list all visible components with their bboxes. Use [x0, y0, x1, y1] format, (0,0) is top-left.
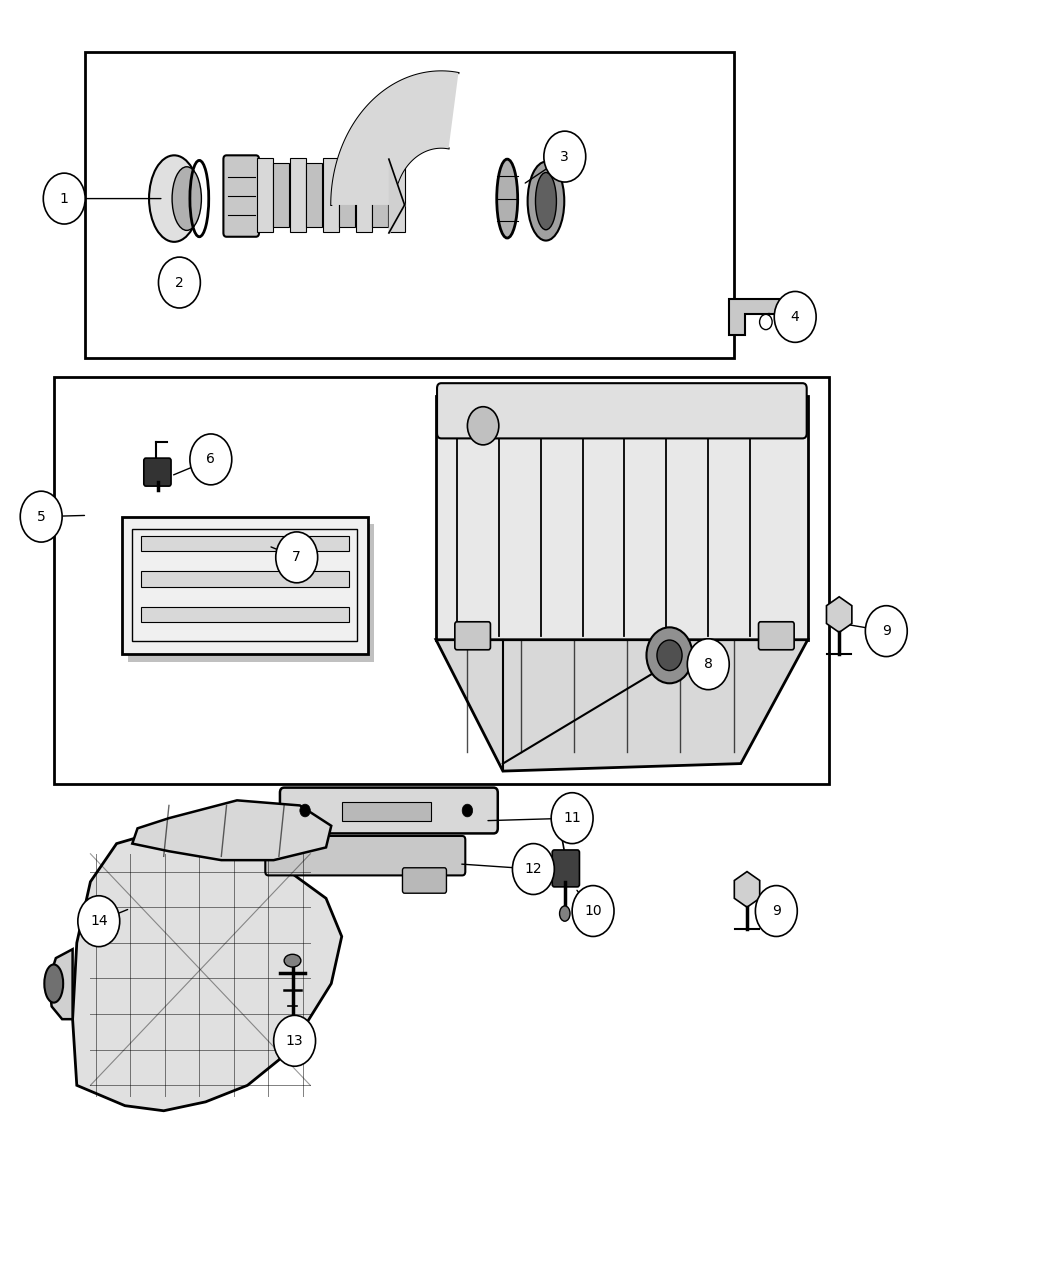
Ellipse shape	[560, 907, 570, 922]
Polygon shape	[729, 300, 781, 335]
Text: 9: 9	[882, 625, 890, 639]
Circle shape	[759, 315, 772, 330]
Circle shape	[865, 606, 907, 657]
Ellipse shape	[527, 162, 564, 241]
Text: 13: 13	[286, 1034, 303, 1048]
Text: 7: 7	[292, 551, 301, 565]
Text: 6: 6	[207, 453, 215, 467]
FancyBboxPatch shape	[266, 836, 465, 876]
Bar	[307, 163, 322, 227]
Bar	[85, 52, 734, 357]
Text: 10: 10	[584, 904, 602, 918]
Circle shape	[20, 491, 62, 542]
Circle shape	[512, 844, 554, 895]
Text: 9: 9	[772, 904, 781, 918]
Bar	[436, 395, 807, 640]
Polygon shape	[331, 71, 459, 205]
Bar	[290, 158, 306, 232]
Circle shape	[43, 173, 85, 224]
Ellipse shape	[497, 159, 518, 238]
Ellipse shape	[467, 407, 499, 445]
Bar	[339, 163, 355, 227]
FancyBboxPatch shape	[224, 156, 259, 237]
Circle shape	[78, 896, 120, 946]
Circle shape	[276, 532, 318, 583]
Text: 11: 11	[563, 811, 581, 825]
Text: 3: 3	[561, 149, 569, 163]
Polygon shape	[734, 872, 760, 908]
Bar	[388, 158, 404, 232]
Text: 5: 5	[37, 510, 45, 524]
Circle shape	[274, 1015, 316, 1066]
Bar	[141, 536, 349, 551]
Polygon shape	[826, 597, 852, 632]
Ellipse shape	[44, 964, 63, 1002]
FancyBboxPatch shape	[280, 788, 498, 834]
Circle shape	[300, 805, 311, 817]
Circle shape	[755, 886, 797, 936]
Bar	[141, 607, 349, 622]
Bar	[122, 516, 368, 654]
FancyBboxPatch shape	[144, 458, 171, 486]
FancyBboxPatch shape	[437, 384, 806, 439]
Text: 1: 1	[60, 191, 68, 205]
Circle shape	[647, 627, 693, 683]
Circle shape	[657, 640, 682, 671]
Text: 14: 14	[90, 914, 107, 928]
Circle shape	[572, 886, 614, 936]
Circle shape	[159, 258, 201, 309]
Circle shape	[688, 639, 729, 690]
Bar	[373, 163, 388, 227]
FancyBboxPatch shape	[552, 850, 580, 887]
Bar	[132, 529, 357, 641]
Circle shape	[551, 793, 593, 844]
Bar	[341, 802, 430, 821]
Bar	[323, 158, 338, 232]
Circle shape	[190, 434, 232, 484]
Ellipse shape	[285, 954, 301, 966]
FancyBboxPatch shape	[455, 622, 490, 650]
Circle shape	[544, 131, 586, 182]
FancyBboxPatch shape	[758, 622, 794, 650]
Polygon shape	[72, 829, 341, 1111]
Ellipse shape	[536, 172, 556, 229]
Text: 4: 4	[791, 310, 799, 324]
Text: 8: 8	[704, 657, 713, 671]
Ellipse shape	[172, 167, 202, 231]
Bar	[141, 571, 349, 587]
FancyBboxPatch shape	[402, 868, 446, 894]
Ellipse shape	[149, 156, 200, 242]
Bar	[356, 158, 372, 232]
Bar	[128, 524, 374, 662]
Text: 12: 12	[525, 862, 542, 876]
Bar	[54, 376, 828, 784]
Circle shape	[774, 292, 816, 343]
Bar	[273, 163, 289, 227]
Text: 2: 2	[175, 275, 184, 289]
Polygon shape	[48, 949, 72, 1019]
Polygon shape	[436, 640, 807, 771]
Bar	[257, 158, 273, 232]
Circle shape	[462, 805, 472, 817]
Polygon shape	[132, 801, 331, 861]
